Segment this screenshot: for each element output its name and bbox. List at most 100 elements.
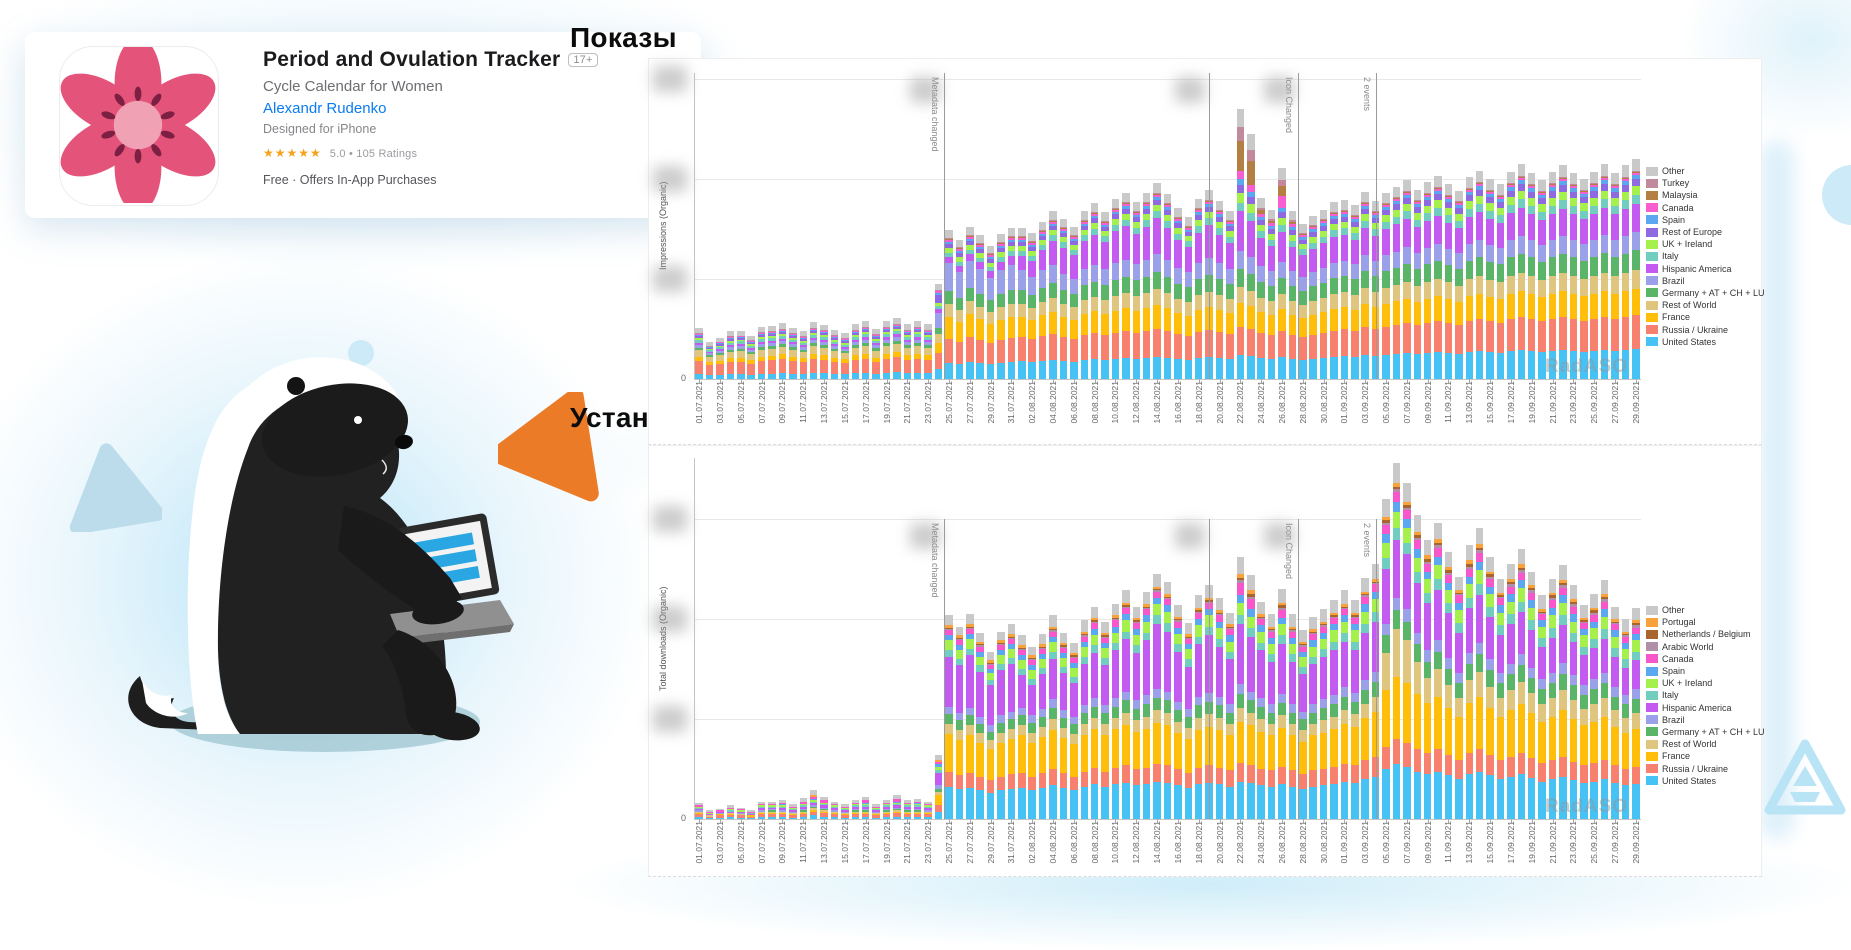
bar-segment[interactable] — [1007, 304, 1016, 317]
bar-segment[interactable] — [1455, 269, 1463, 286]
bar-segment[interactable] — [1392, 540, 1401, 598]
bar-segment[interactable] — [1351, 714, 1359, 727]
bar-segment[interactable] — [1028, 670, 1036, 679]
bar-segment[interactable] — [882, 337, 891, 340]
bar-segment[interactable] — [1330, 615, 1338, 617]
bar-segment[interactable] — [955, 645, 964, 651]
bar-segment[interactable] — [1403, 192, 1411, 193]
bar-segment[interactable] — [1080, 241, 1088, 269]
bar-segment[interactable] — [997, 270, 1005, 294]
bar-segment[interactable] — [1465, 279, 1474, 296]
bar-segment[interactable] — [820, 809, 828, 811]
bar-segment[interactable] — [945, 239, 953, 240]
bar-segment[interactable] — [705, 365, 714, 375]
bar-segment[interactable] — [1486, 616, 1494, 659]
bar-segment[interactable] — [1423, 206, 1432, 213]
bar-segment[interactable] — [768, 374, 776, 379]
bar-segment[interactable] — [1361, 760, 1369, 779]
bar-segment[interactable] — [799, 331, 808, 336]
bar-segment[interactable] — [986, 246, 995, 253]
bar-segment[interactable] — [1163, 358, 1172, 379]
bar-segment[interactable] — [872, 807, 880, 809]
bar-segment[interactable] — [1548, 198, 1557, 206]
bar-segment[interactable] — [913, 806, 922, 809]
bar-segment[interactable] — [1423, 677, 1432, 703]
bar-segment[interactable] — [1392, 197, 1401, 198]
bar-segment[interactable] — [778, 347, 787, 354]
bar-segment[interactable] — [841, 809, 849, 811]
bar-segment[interactable] — [893, 352, 901, 357]
bar-segment[interactable] — [1059, 632, 1068, 643]
bar-segment[interactable] — [1351, 765, 1359, 783]
bar-segment[interactable] — [1184, 232, 1193, 236]
bar-segment[interactable] — [861, 800, 870, 803]
bar-segment[interactable] — [1361, 204, 1369, 206]
bar-segment[interactable] — [1111, 199, 1120, 208]
bar-segment[interactable] — [830, 346, 839, 349]
bar-segment[interactable] — [1392, 739, 1401, 764]
bar-segment[interactable] — [1517, 567, 1526, 571]
bar-segment[interactable] — [1569, 192, 1578, 198]
bar-segment[interactable] — [1049, 224, 1057, 226]
bar-segment[interactable] — [809, 806, 818, 808]
bar-segment[interactable] — [695, 806, 703, 808]
bar-segment[interactable] — [1163, 691, 1172, 701]
bar-segment[interactable] — [737, 340, 745, 341]
bar-segment[interactable] — [1090, 629, 1099, 636]
bar-segment[interactable] — [1132, 296, 1141, 311]
bar-segment[interactable] — [903, 805, 912, 807]
bar-segment[interactable] — [1580, 629, 1588, 636]
bar-segment[interactable] — [1288, 241, 1297, 247]
bar-segment[interactable] — [789, 374, 797, 379]
bar-segment[interactable] — [1132, 359, 1141, 379]
bar-segment[interactable] — [1018, 645, 1026, 648]
bar-segment[interactable] — [1569, 632, 1578, 642]
bar-segment[interactable] — [1527, 692, 1536, 713]
bar-segment[interactable] — [1070, 652, 1078, 656]
bar-segment[interactable] — [1621, 317, 1630, 350]
bar-segment[interactable] — [861, 343, 870, 346]
bar-segment[interactable] — [1059, 737, 1068, 773]
bar-segment[interactable] — [789, 807, 797, 809]
bar-segment[interactable] — [1423, 197, 1432, 200]
bar-segment[interactable] — [966, 250, 974, 254]
bar-segment[interactable] — [1455, 201, 1463, 202]
bar-segment[interactable] — [1611, 696, 1619, 711]
bar-segment[interactable] — [1257, 214, 1265, 217]
bar-segment[interactable] — [1111, 210, 1120, 212]
bar-segment[interactable] — [695, 811, 703, 813]
bar-segment[interactable] — [1392, 268, 1401, 285]
bar-segment[interactable] — [1413, 537, 1421, 541]
bar-segment[interactable] — [1465, 189, 1474, 190]
bar-segment[interactable] — [1507, 664, 1515, 674]
bar-segment[interactable] — [924, 340, 932, 342]
bar-segment[interactable] — [1070, 237, 1078, 239]
bar-segment[interactable] — [1059, 233, 1068, 237]
bar-segment[interactable] — [945, 640, 953, 651]
bar-segment[interactable] — [1486, 556, 1494, 572]
bar-segment[interactable] — [1538, 297, 1546, 321]
bar-segment[interactable] — [1122, 605, 1130, 607]
bar-segment[interactable] — [1434, 749, 1442, 772]
bar-segment[interactable] — [1455, 228, 1463, 253]
bar-segment[interactable] — [1257, 231, 1265, 238]
bar-segment[interactable] — [1392, 201, 1401, 204]
bar-segment[interactable] — [1142, 609, 1151, 616]
bar-segment[interactable] — [747, 814, 755, 816]
bar-segment[interactable] — [1455, 202, 1463, 203]
bar-segment[interactable] — [1621, 273, 1630, 291]
bar-segment[interactable] — [1600, 177, 1609, 178]
bar-segment[interactable] — [726, 809, 735, 811]
bar-segment[interactable] — [695, 338, 703, 340]
bar-segment[interactable] — [1080, 724, 1088, 736]
bar-segment[interactable] — [1590, 689, 1598, 704]
bar-segment[interactable] — [966, 639, 974, 649]
bar-segment[interactable] — [1142, 214, 1151, 220]
bar-segment[interactable] — [955, 720, 964, 731]
bar-segment[interactable] — [809, 335, 818, 338]
bar-segment[interactable] — [986, 731, 995, 741]
bar-segment[interactable] — [1517, 654, 1526, 666]
bar-segment[interactable] — [1080, 786, 1088, 819]
bar-segment[interactable] — [1226, 220, 1234, 221]
bar-segment[interactable] — [1559, 756, 1567, 777]
